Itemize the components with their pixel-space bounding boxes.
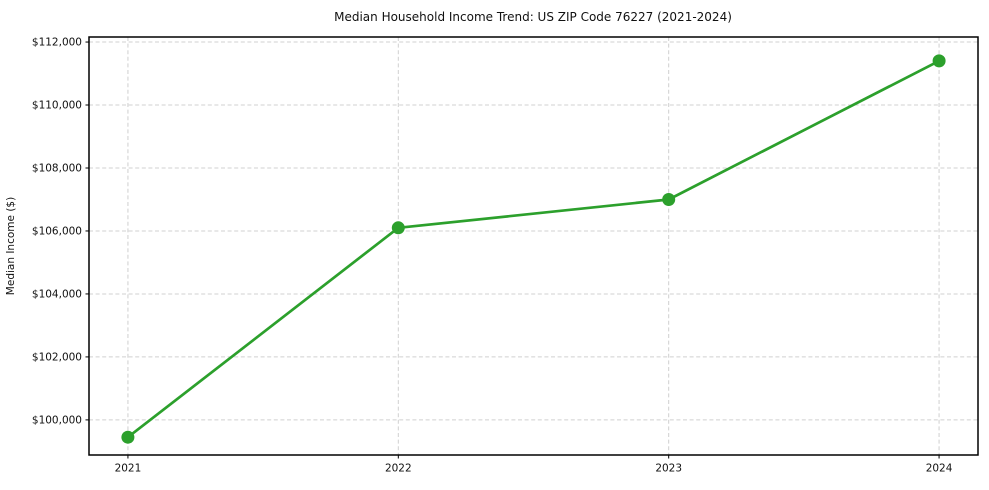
y-axis-label: Median Income ($): [5, 197, 17, 295]
y-tick-label: $106,000: [32, 226, 82, 238]
plot-area: [89, 37, 978, 455]
x-tick-labels: 2021 2022 2023 2024: [115, 463, 953, 475]
y-tick-labels: $100,000 $102,000 $104,000 $106,000 $108,000…: [32, 37, 82, 427]
x-tick-label: 2021: [115, 463, 142, 475]
x-tick-label: 2024: [926, 463, 953, 475]
y-tick-label: $110,000: [32, 100, 82, 112]
y-tick-label: $100,000: [32, 414, 82, 426]
trend-line: [126, 59, 941, 439]
data-point: [391, 221, 405, 235]
chart-title: Median Household Income Trend: US ZIP Co…: [334, 10, 732, 24]
data-point: [662, 193, 676, 206]
data-point-markers: [121, 54, 946, 444]
x-tick-label: 2023: [655, 463, 682, 475]
y-tick-label: $112,000: [32, 37, 82, 49]
y-tick-label: $108,000: [32, 163, 82, 175]
y-tick-label: $104,000: [32, 289, 82, 301]
x-tick-label: 2022: [385, 463, 412, 475]
plot-border: [88, 36, 979, 456]
data-point: [121, 430, 135, 444]
y-tick-label: $102,000: [32, 352, 82, 364]
data-point: [932, 54, 946, 68]
gridlines: [89, 37, 978, 455]
